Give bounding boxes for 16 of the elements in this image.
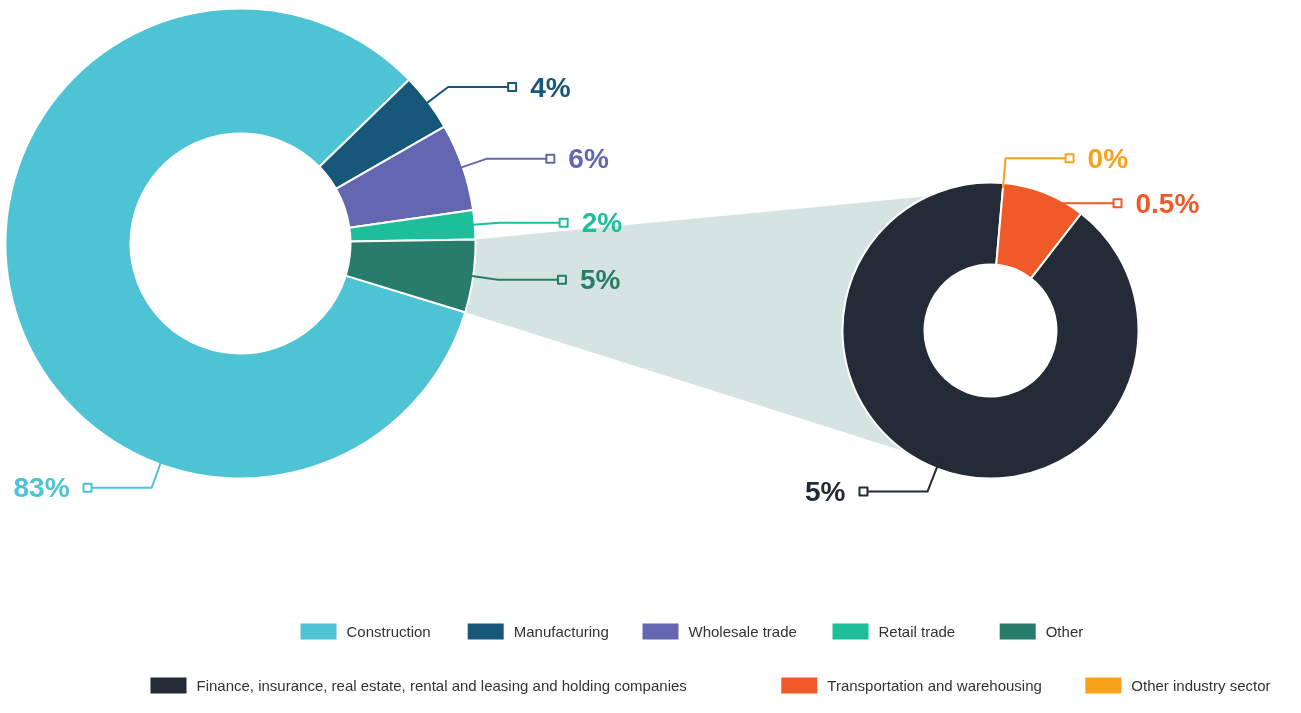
legend-label: Wholesale trade: [688, 623, 797, 640]
legend-label: Construction: [346, 623, 431, 640]
data-label: 5%: [579, 264, 621, 296]
data-label: 6%: [568, 143, 609, 175]
data-label: 4%: [530, 71, 571, 103]
legend-label: Other industry sector: [1131, 677, 1271, 694]
legend-label: Finance, insurance, real estate, rental and leasing and holding companies: [196, 677, 687, 694]
legend-label: Transportation and warehousing: [827, 677, 1042, 694]
text: 0%: [1087, 142, 1129, 174]
legend-label: Retail trade: [878, 623, 956, 640]
data-label: 0.5%: [1135, 187, 1200, 219]
legend-label: Other: [1045, 623, 1084, 640]
data-label: 5%: [805, 476, 846, 508]
data-label: 2%: [581, 207, 623, 239]
legend-label: Manufacturing: [513, 623, 609, 640]
data-label: 83%: [13, 472, 70, 504]
